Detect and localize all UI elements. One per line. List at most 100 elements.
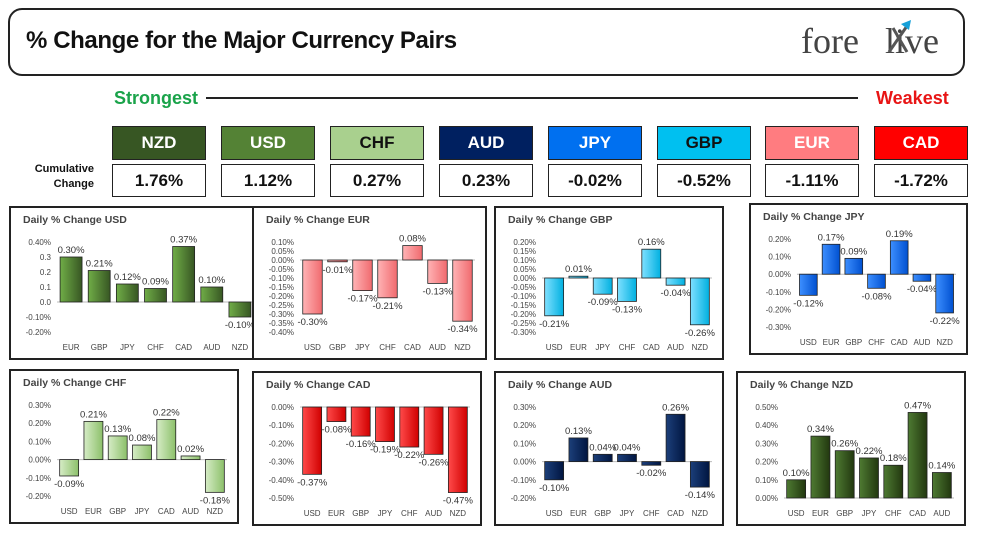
x-tick-label: NZD (454, 343, 471, 352)
cumulative-value-gbp: -0.52% (657, 164, 751, 197)
bar-usd (799, 273, 818, 296)
chart-jpy: Daily % Change JPY 0.20% 0.10% 0.00% -0.10% -… (749, 203, 968, 355)
data-label: 0.08% (129, 433, 156, 444)
bar-nzd (204, 459, 225, 493)
y-tick-label: 0.10% (271, 238, 294, 247)
y-tick-label: -0.15% (511, 301, 536, 310)
chart-usd: Daily % Change USD 0.40% 0.3 0.2 0.1 0.0 -0.10… (9, 206, 266, 360)
y-tick-label: -0.30% (269, 458, 294, 467)
y-tick-label: -0.25% (269, 301, 294, 310)
bar-jpy (592, 277, 613, 295)
y-tick-label: -0.10% (26, 474, 51, 483)
y-tick-label: 0.00% (513, 274, 536, 283)
bar-aud (665, 277, 686, 286)
data-label: 0.22% (856, 446, 883, 457)
y-tick-label: 0.30% (513, 403, 536, 412)
cumulative-value-jpy: -0.02% (548, 164, 642, 197)
y-tick-label: -0.30% (766, 323, 791, 332)
chart-cad: Daily % Change CAD 0.00% -0.10% -0.20% -0.30… (252, 371, 482, 526)
bar-jpy (859, 457, 879, 499)
bar-aud (180, 455, 201, 460)
currency-code-cad: CAD (874, 126, 968, 160)
data-label: -0.22% (394, 450, 425, 461)
x-tick-label: CAD (158, 507, 175, 516)
data-label: -0.10% (539, 483, 570, 494)
bar-nzd (935, 273, 954, 314)
chart-svg: Daily % Change JPY0.20%0.10%0.00%-0.10%-… (763, 211, 960, 347)
data-label: -0.13% (422, 286, 453, 297)
chart-svg: Daily % Change AUD 0.30% 0.20% 0.10% 0.00% -0… (508, 379, 715, 518)
chart-svg: Daily % Change CHF 0.30% 0.20% 0.10% 0.00% -0… (23, 377, 230, 516)
data-label: 0.18% (880, 453, 907, 464)
header: % Change for the Major Currency Pairs fo… (8, 8, 965, 76)
chart-svg: Daily % Change GBP0.20%0.15%0.10%0.05%0.… (508, 214, 715, 352)
bar-cad (641, 248, 662, 279)
chart-svg: Daily % Change EUR0.10%0.05%0.00%-0.05%-… (266, 214, 478, 352)
data-label: -0.09% (54, 479, 85, 490)
bar-eur (326, 406, 347, 422)
y-tick-label: 0.30% (28, 401, 51, 410)
y-tick-label: 0.00% (271, 256, 294, 265)
cumulative-value-nzd: 1.76% (112, 164, 206, 197)
x-tick-label: JPY (378, 509, 393, 518)
bar-cad (156, 419, 177, 461)
y-tick-label: -0.35% (269, 319, 294, 328)
bar-gbp (592, 453, 613, 462)
data-label: 0.34% (807, 424, 834, 435)
y-tick-label: -0.10% (511, 292, 536, 301)
x-tick-label: USD (546, 509, 563, 518)
bar-cad (402, 245, 423, 261)
cumulative-value-cad: -1.72% (874, 164, 968, 197)
bar-usd (544, 277, 565, 317)
data-label: -0.09% (588, 297, 619, 308)
bar-eur (810, 435, 831, 499)
bar-aud (423, 406, 444, 455)
data-label: 0.13% (104, 424, 131, 435)
chart-title: Daily % Change USD (23, 214, 127, 226)
data-label: 0.12% (114, 272, 141, 283)
x-tick-label: NZD (450, 509, 467, 518)
cumulative-value-chf: 0.27% (330, 164, 424, 197)
x-tick-label: JPY (135, 507, 150, 516)
bar-eur (83, 420, 104, 461)
bar-eur (568, 437, 589, 463)
data-label: 0.13% (565, 426, 592, 437)
data-label: 0.16% (638, 237, 665, 248)
chart-eur: Daily % Change EUR 0.10% 0.05% 0.00% -0.05% -… (252, 206, 487, 360)
bar-chf (641, 461, 662, 466)
x-tick-label: CHF (868, 338, 885, 347)
bar-gbp (87, 270, 111, 303)
x-tick-label: USD (304, 343, 321, 352)
y-tick-label: 0.20% (768, 235, 791, 244)
x-tick-label: CAD (667, 509, 684, 518)
data-label: 0.30% (58, 245, 85, 256)
y-tick-label: -0.05% (511, 283, 536, 292)
cumulative-value-eur: -1.11% (765, 164, 859, 197)
x-tick-label: GBP (352, 509, 369, 518)
y-tick-label: -0.10% (511, 476, 536, 485)
bar-aud (200, 286, 224, 303)
x-tick-label: CHF (147, 343, 164, 352)
currency-code-jpy: JPY (548, 126, 642, 160)
x-tick-label: EUR (823, 338, 840, 347)
data-label: 0.19% (886, 229, 913, 240)
y-tick-label: 0.00% (768, 270, 791, 279)
bar-gbp (107, 435, 128, 461)
x-tick-label: GBP (594, 509, 611, 518)
data-label: 0.10% (198, 275, 225, 286)
y-tick-label: 0.00% (28, 456, 51, 465)
y-tick-label: -0.15% (269, 283, 294, 292)
bar-nzd (689, 461, 710, 488)
bar-usd (302, 406, 323, 475)
data-label: 0.01% (565, 264, 592, 275)
y-tick-label: 0.10% (513, 256, 536, 265)
data-label: -0.34% (447, 324, 478, 335)
y-tick-label: 0.10% (768, 253, 791, 262)
x-tick-label: EUR (570, 509, 587, 518)
bar-jpy (375, 406, 395, 442)
bar-jpy (132, 444, 152, 461)
data-label: 0.47% (904, 400, 931, 411)
y-tick-label: -0.20% (511, 310, 536, 319)
cumulative-value-usd: 1.12% (221, 164, 315, 197)
x-tick-label: AUD (913, 338, 930, 347)
